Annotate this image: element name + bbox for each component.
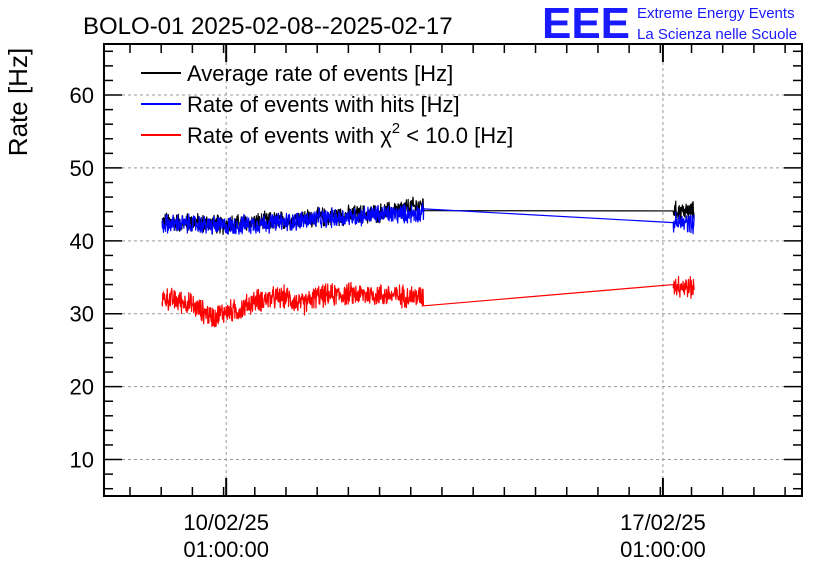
axes: 10203040506010/02/2501:00:0017/02/2501:0…	[70, 44, 802, 562]
chart-title: BOLO-01 2025-02-08--2025-02-17	[83, 13, 453, 40]
legend-label-2: Rate of events with χ2 < 10.0 [Hz]	[187, 120, 513, 148]
logo-mark: EEE	[542, 0, 630, 48]
legend-label-0: Average rate of events [Hz]	[187, 61, 453, 86]
y-axis-label: Rate [Hz]	[3, 48, 33, 156]
grid	[104, 44, 802, 496]
x-tick-time: 01:00:00	[183, 537, 269, 562]
logo-line2: La Scienza nelle Scuole	[637, 26, 797, 43]
legend-label-1: Rate of events with hits [Hz]	[187, 92, 460, 117]
y-tick-label: 50	[70, 156, 94, 181]
y-tick-label: 10	[70, 448, 94, 473]
series-line-1	[161, 202, 695, 235]
logo-line1: Extreme Energy Events	[637, 5, 795, 22]
x-tick-time: 01:00:00	[620, 537, 706, 562]
y-tick-label: 40	[70, 229, 94, 254]
legend: Average rate of events [Hz] Rate of event…	[141, 61, 513, 148]
series-line-2	[161, 275, 695, 328]
x-tick-date: 10/02/25	[183, 510, 269, 535]
y-tick-label: 20	[70, 375, 94, 400]
y-tick-label: 30	[70, 302, 94, 327]
series-layer	[161, 196, 695, 328]
x-tick-date: 17/02/25	[620, 510, 706, 535]
eee-logo: EEE Extreme Energy Events La Scienza nel…	[542, 0, 797, 48]
y-tick-label: 60	[70, 83, 94, 108]
